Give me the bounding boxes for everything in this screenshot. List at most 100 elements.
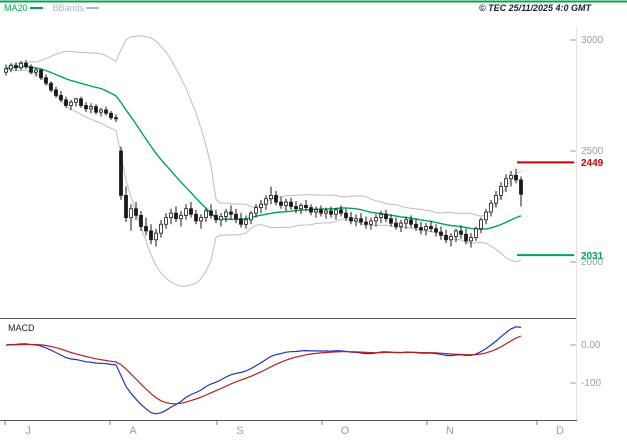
candle-body xyxy=(209,210,213,216)
legend-label-bbands: BBands xyxy=(52,3,85,13)
candle-body xyxy=(274,194,278,203)
candle-body xyxy=(404,219,408,224)
candle-body xyxy=(444,234,448,241)
candle-body xyxy=(139,214,143,227)
candle-body xyxy=(254,207,258,214)
candle-body xyxy=(349,217,353,222)
macd-signal-line xyxy=(5,335,522,405)
candle-body xyxy=(214,214,218,221)
candle-body xyxy=(429,226,433,230)
candle-body xyxy=(399,222,403,227)
candle-body xyxy=(244,219,248,225)
candle-body xyxy=(304,204,308,209)
chart-legend: MA20 BBands xyxy=(4,3,100,13)
candle-body xyxy=(419,227,423,231)
legend-dash-ma20 xyxy=(29,7,43,9)
macd-line xyxy=(5,326,522,415)
candle-body xyxy=(54,89,58,96)
month-label-jul: J xyxy=(25,425,31,437)
candle-body xyxy=(149,230,153,241)
legend-item-bbands: BBands xyxy=(53,3,100,13)
candle-body xyxy=(14,65,18,69)
candle-body xyxy=(289,201,293,207)
candle-body xyxy=(359,218,363,223)
candle-body xyxy=(239,218,243,225)
candle-body xyxy=(474,228,478,238)
candle-body xyxy=(514,175,518,181)
candle-body xyxy=(279,201,283,206)
candle-body xyxy=(154,232,158,241)
candle-body xyxy=(479,219,483,230)
candle-body xyxy=(454,230,458,237)
support-level-label: 2031 xyxy=(581,251,604,262)
candle-body xyxy=(314,209,318,213)
candle-body xyxy=(414,223,418,228)
candle-body xyxy=(34,69,38,73)
month-label-sep: S xyxy=(236,425,243,437)
month-label-dec: D xyxy=(556,425,564,437)
month-label-nov: N xyxy=(446,425,454,437)
candle-body xyxy=(374,217,378,222)
candle-body xyxy=(219,216,223,221)
candle-body xyxy=(99,109,103,113)
candle-body xyxy=(119,150,123,196)
candle-body xyxy=(129,208,133,219)
candle-body xyxy=(484,211,488,221)
candle-body xyxy=(94,106,98,113)
candle-body xyxy=(519,179,523,195)
ma20-line xyxy=(5,65,522,230)
candle-body xyxy=(294,206,298,210)
candle-body xyxy=(249,212,253,221)
price-tick-2000: 2000 xyxy=(581,257,604,268)
candle-body xyxy=(159,223,163,234)
candle-body xyxy=(259,203,263,209)
candle-body xyxy=(464,233,468,242)
candle-body xyxy=(459,230,463,235)
candle-body xyxy=(309,207,313,213)
candle-body xyxy=(434,228,438,233)
candle-body xyxy=(9,65,13,70)
candle-body xyxy=(494,194,498,204)
price-panel xyxy=(4,35,576,287)
candle-body xyxy=(334,209,338,215)
legend-item-ma20: MA20 xyxy=(4,3,43,13)
candle-body xyxy=(4,68,8,73)
candle-body xyxy=(29,66,33,73)
candle-body xyxy=(284,201,288,206)
candle-body xyxy=(329,210,333,215)
candle-body xyxy=(384,213,388,220)
candle-body xyxy=(84,105,88,110)
candle-body xyxy=(364,221,368,225)
candle-body xyxy=(499,186,503,196)
candle-body xyxy=(439,231,443,236)
candle-body xyxy=(264,198,268,205)
candle-body xyxy=(179,214,183,220)
bollinger-upper-line xyxy=(5,35,522,217)
legend-dash-bbands xyxy=(86,7,100,9)
candle-body xyxy=(354,218,358,222)
price-tick-2500: 2500 xyxy=(581,146,604,157)
candle-body xyxy=(194,213,198,222)
candle-body xyxy=(489,202,493,213)
candle-body xyxy=(174,212,178,220)
candle-body xyxy=(224,211,228,217)
candle-body xyxy=(144,226,148,232)
candle-body xyxy=(409,219,413,225)
candle-body xyxy=(379,213,383,219)
candle-body xyxy=(79,98,83,106)
month-label-aug: A xyxy=(129,425,137,437)
month-label-oct: O xyxy=(341,425,350,437)
candle-body xyxy=(44,77,48,84)
macd-tick-zero: 0.00 xyxy=(581,340,601,351)
candle-body xyxy=(424,226,428,231)
candle-body xyxy=(324,210,328,214)
candle-body xyxy=(24,62,28,68)
candle-body xyxy=(59,95,63,101)
candle-body xyxy=(64,99,68,106)
candle-body xyxy=(39,69,43,79)
candle-body xyxy=(69,101,73,106)
candle-body xyxy=(189,208,193,215)
candle-body xyxy=(509,175,513,180)
